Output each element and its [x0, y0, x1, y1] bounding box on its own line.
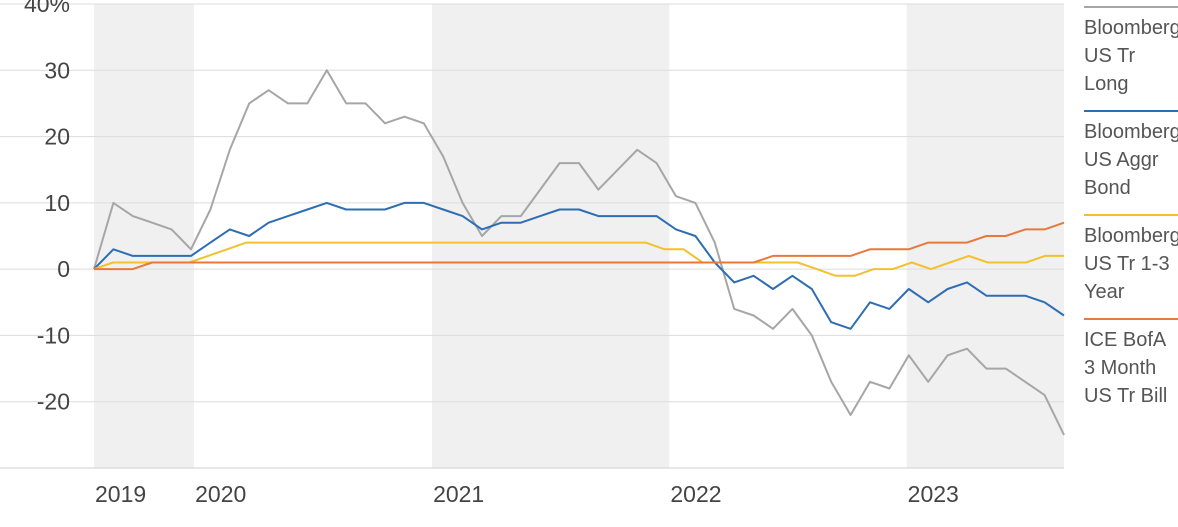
y-tick-label: -10 — [37, 322, 70, 348]
series-line-2 — [93, 241, 1064, 277]
y-tick-label: 40% — [24, 0, 70, 17]
y-tick-label: 20 — [44, 124, 70, 150]
legend-label: Bloomberg US Tr 1-3 Year — [1084, 225, 1178, 303]
legend-item-treasury-1-3: Bloomberg US Tr 1-3 Year — [1084, 214, 1178, 306]
legend-label: ICE BofA 3 Month US Tr Bill — [1084, 329, 1168, 407]
x-tick-label: 2022 — [670, 481, 721, 507]
legend-item-aggregate-bond: Bloomberg US Aggr Bond — [1084, 110, 1178, 202]
x-tick-label: 2019 — [95, 481, 146, 507]
series-line-0 — [93, 69, 1065, 436]
legend-item-tbill: ICE BofA 3 Month US Tr Bill — [1084, 318, 1178, 410]
y-tick-label: 0 — [57, 256, 70, 282]
legend: Bloomberg US Tr Long Bloomberg US Aggr B… — [1084, 6, 1178, 422]
legend-label: Bloomberg US Tr Long — [1084, 17, 1178, 95]
series-line-3 — [94, 221, 1065, 271]
y-tick-label: -20 — [37, 389, 70, 415]
legend-item-treasury-long: Bloomberg US Tr Long — [1084, 6, 1178, 98]
y-tick-label: 30 — [44, 57, 70, 83]
x-tick-label: 2023 — [908, 481, 959, 507]
series-line-1 — [93, 201, 1065, 330]
legend-label: Bloomberg US Aggr Bond — [1084, 121, 1178, 199]
x-tick-label: 2021 — [433, 481, 484, 507]
y-tick-label: 10 — [44, 190, 70, 216]
x-tick-label: 2020 — [195, 481, 246, 507]
year-shade-band — [432, 4, 670, 468]
